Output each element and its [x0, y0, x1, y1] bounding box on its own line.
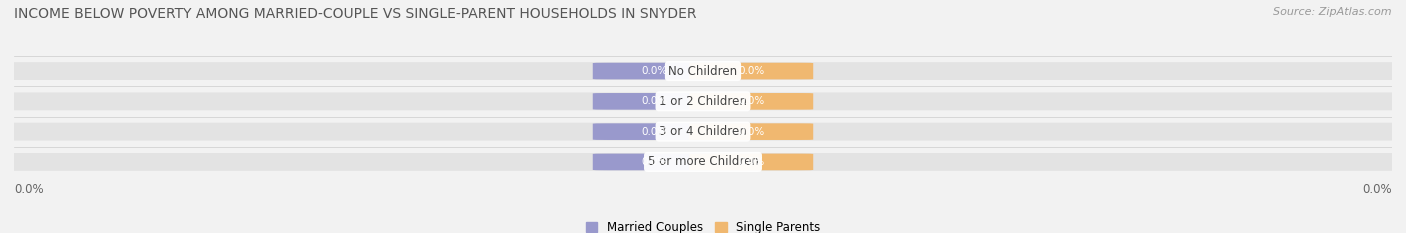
FancyBboxPatch shape	[689, 93, 813, 110]
Legend: Married Couples, Single Parents: Married Couples, Single Parents	[586, 221, 820, 233]
Text: 1 or 2 Children: 1 or 2 Children	[659, 95, 747, 108]
FancyBboxPatch shape	[0, 62, 1406, 80]
Text: 0.0%: 0.0%	[738, 127, 765, 137]
FancyBboxPatch shape	[689, 123, 813, 140]
FancyBboxPatch shape	[593, 123, 717, 140]
Text: 0.0%: 0.0%	[1362, 182, 1392, 195]
FancyBboxPatch shape	[689, 154, 813, 170]
Text: 0.0%: 0.0%	[641, 127, 668, 137]
Text: 0.0%: 0.0%	[641, 157, 668, 167]
Text: 0.0%: 0.0%	[738, 66, 765, 76]
Text: INCOME BELOW POVERTY AMONG MARRIED-COUPLE VS SINGLE-PARENT HOUSEHOLDS IN SNYDER: INCOME BELOW POVERTY AMONG MARRIED-COUPL…	[14, 7, 696, 21]
FancyBboxPatch shape	[0, 123, 1406, 140]
Text: No Children: No Children	[668, 65, 738, 78]
FancyBboxPatch shape	[593, 93, 717, 110]
Text: 0.0%: 0.0%	[641, 96, 668, 106]
Text: 0.0%: 0.0%	[14, 182, 44, 195]
FancyBboxPatch shape	[593, 63, 717, 79]
Text: 3 or 4 Children: 3 or 4 Children	[659, 125, 747, 138]
Text: 5 or more Children: 5 or more Children	[648, 155, 758, 168]
Text: 0.0%: 0.0%	[738, 96, 765, 106]
FancyBboxPatch shape	[689, 63, 813, 79]
FancyBboxPatch shape	[593, 154, 717, 170]
Text: Source: ZipAtlas.com: Source: ZipAtlas.com	[1274, 7, 1392, 17]
Text: 0.0%: 0.0%	[641, 66, 668, 76]
FancyBboxPatch shape	[0, 153, 1406, 171]
FancyBboxPatch shape	[0, 93, 1406, 110]
Text: 0.0%: 0.0%	[738, 157, 765, 167]
